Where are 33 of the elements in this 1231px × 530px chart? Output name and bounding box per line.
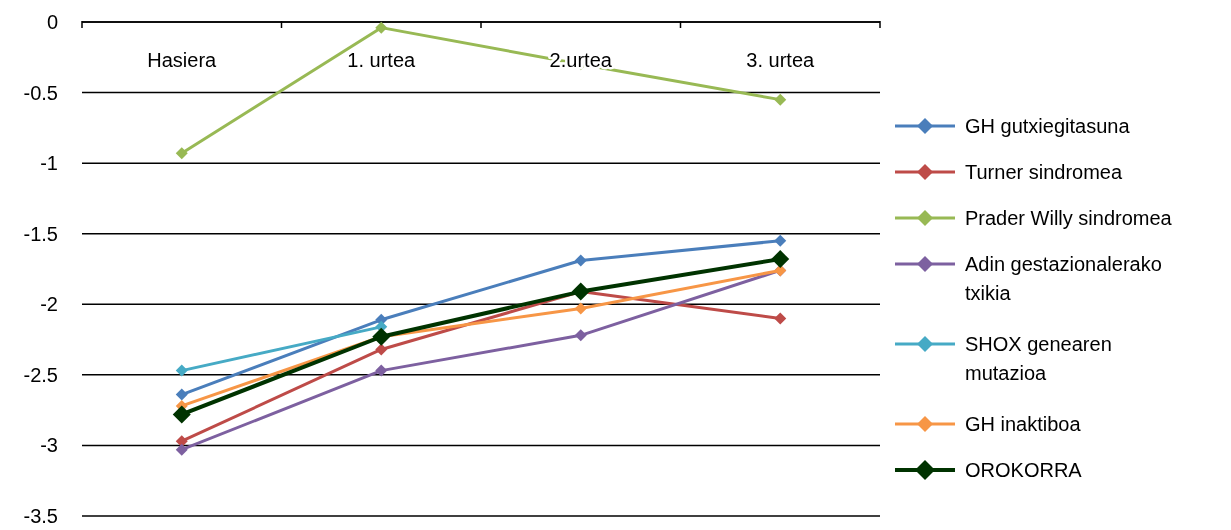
- y-tick-label: -1: [40, 152, 58, 175]
- point: [574, 302, 587, 315]
- y-tick-label: -3: [40, 434, 58, 457]
- x-tick-label: Hasiera: [147, 49, 218, 71]
- legend-label: OROKORRA: [965, 459, 1083, 481]
- point: [375, 364, 388, 377]
- point: [574, 329, 587, 342]
- point: [774, 234, 787, 247]
- legend-label: Adin gestazionalerako txikia: [965, 253, 1162, 304]
- point: [375, 343, 388, 356]
- legend-label: GH gutxiegitasuna: [965, 115, 1131, 137]
- point: [175, 388, 188, 401]
- y-tick-label: -1.5: [23, 222, 58, 245]
- y-tick-label: -0.5: [23, 81, 58, 104]
- legend-label: SHOX genearen mutazioa: [965, 333, 1112, 384]
- point: [771, 250, 790, 269]
- legend-label: Prader Willy sindromea: [965, 207, 1173, 229]
- point: [175, 443, 188, 456]
- x-tick-label: 3. urtea: [746, 49, 816, 71]
- point: [172, 405, 191, 424]
- legend-label: GH inaktiboa: [965, 413, 1082, 435]
- point: [175, 364, 188, 377]
- y-tick-label: -3.5: [23, 505, 58, 527]
- y-tick-label: 0: [46, 11, 58, 33]
- point: [774, 93, 787, 106]
- point: [175, 147, 188, 160]
- point: [375, 21, 388, 34]
- y-tick-label: -2.5: [23, 363, 58, 386]
- point: [574, 254, 587, 267]
- x-tick-label: 1. urtea: [347, 49, 417, 71]
- y-tick-label: -2: [40, 293, 58, 316]
- legend-label: Turner sindromea: [965, 161, 1123, 183]
- point: [774, 312, 787, 325]
